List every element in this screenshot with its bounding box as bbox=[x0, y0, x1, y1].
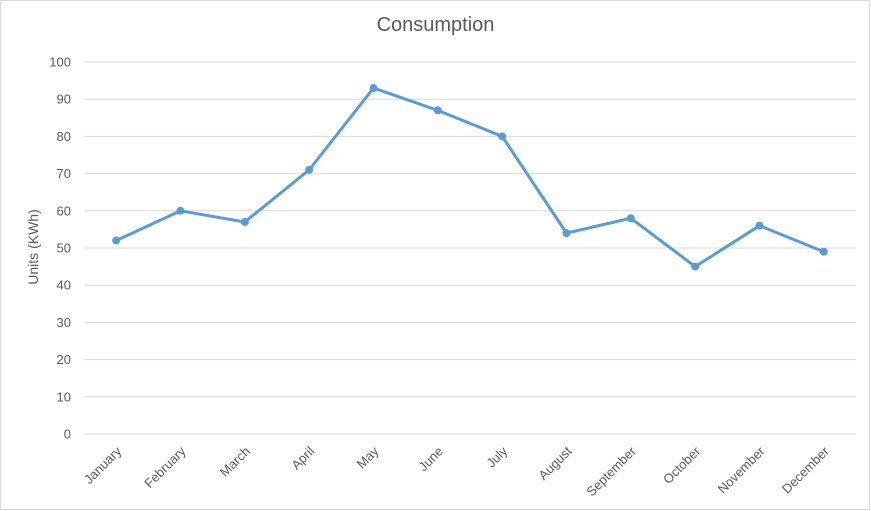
x-tick-label: July bbox=[483, 443, 510, 470]
y-tick-label: 70 bbox=[57, 166, 71, 181]
x-tick-label: March bbox=[217, 444, 253, 480]
data-point bbox=[433, 106, 442, 115]
y-tick-label: 30 bbox=[57, 315, 71, 330]
x-tick-label: October bbox=[660, 443, 704, 487]
data-point bbox=[369, 84, 378, 93]
y-tick-label: 80 bbox=[57, 129, 71, 144]
y-tick-label: 50 bbox=[57, 241, 71, 256]
data-point bbox=[691, 262, 700, 271]
data-point bbox=[755, 221, 764, 230]
y-tick-label: 60 bbox=[57, 203, 71, 218]
chart-title: Consumption bbox=[376, 14, 495, 36]
y-tick-label: 100 bbox=[49, 55, 71, 70]
y-tick-label: 20 bbox=[57, 352, 71, 367]
x-tick-label: June bbox=[415, 444, 446, 475]
x-tick-label: December bbox=[779, 443, 832, 496]
y-tick-label: 90 bbox=[57, 92, 71, 107]
y-axis-ticks: 0 10 20 30 40 50 60 70 80 90 100 bbox=[49, 55, 71, 442]
y-tick-label: 10 bbox=[57, 389, 71, 404]
y-axis-label: Units (KWh) bbox=[25, 209, 41, 284]
y-tick-label: 40 bbox=[57, 278, 71, 293]
x-tick-label: May bbox=[354, 443, 382, 471]
data-point bbox=[240, 217, 249, 226]
data-point bbox=[176, 206, 185, 215]
x-tick-label: August bbox=[535, 443, 574, 482]
series-layer bbox=[112, 84, 828, 271]
y-tick-label: 0 bbox=[64, 427, 71, 442]
data-point bbox=[112, 236, 121, 245]
data-point bbox=[498, 132, 507, 141]
data-point bbox=[819, 247, 828, 256]
x-tick-label: November bbox=[715, 443, 768, 496]
data-point bbox=[562, 229, 571, 238]
x-tick-label: April bbox=[288, 443, 317, 472]
data-point bbox=[305, 165, 314, 174]
x-axis-ticks: January February March April May June July Augu… bbox=[81, 443, 832, 499]
data-point bbox=[626, 214, 635, 223]
series-line bbox=[114, 86, 826, 269]
x-tick-label: January bbox=[81, 443, 125, 487]
x-tick-label: September bbox=[583, 443, 639, 499]
gridlines bbox=[84, 61, 856, 435]
x-tick-label: February bbox=[141, 443, 189, 491]
